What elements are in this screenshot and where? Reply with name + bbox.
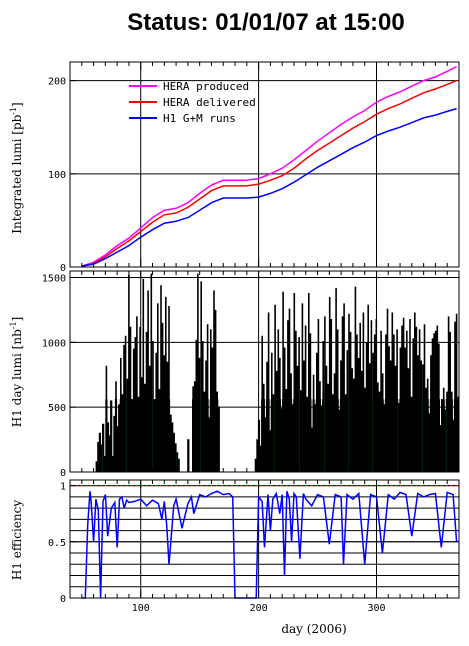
efficiency-line xyxy=(81,490,458,599)
legend: HERA produced HERA delivered H1 G+M runs xyxy=(129,80,256,125)
panel-daily-lumi: 0 500 1000 1500 H1 day lumi [nb-1] xyxy=(9,270,460,479)
y-tick-label: 0 xyxy=(60,594,66,605)
y-tick-label: 100 xyxy=(48,170,66,181)
ylabel-daily: H1 day lumi [nb-1] xyxy=(9,317,24,428)
frame-integrated xyxy=(69,61,460,268)
legend-label-0: HERA produced xyxy=(163,80,249,93)
y-tick-label: 0.5 xyxy=(48,538,66,549)
y-tick-label: 200 xyxy=(48,77,66,88)
series-line-2 xyxy=(81,107,457,267)
ylabel-daily-sup: -1 xyxy=(9,321,18,329)
grid-integrated xyxy=(70,62,459,268)
x-axis-label: day (2006) xyxy=(281,622,346,636)
chart-title: Status: 01/01/07 at 15:00 xyxy=(127,9,405,36)
daily-bars xyxy=(95,273,459,472)
legend-label-1: HERA delivered xyxy=(163,96,256,109)
series-integrated xyxy=(81,66,457,267)
ylabel-daily-end: ] xyxy=(10,317,24,322)
ylabel-integrated-main: Integrated lumi [pb xyxy=(10,114,24,233)
series-line-1 xyxy=(81,79,457,267)
panel-efficiency: 0 0.5 1 100 200 300 H1 efficiency xyxy=(10,479,460,614)
ticks-efficiency: 0 0.5 1 100 200 300 xyxy=(48,480,460,614)
legend-label-2: H1 G+M runs xyxy=(163,112,236,125)
ylabel-daily-main: H1 day lumi [nb xyxy=(10,329,24,427)
frame-efficiency xyxy=(69,479,460,599)
y-tick-label: 1 xyxy=(60,482,66,493)
y-tick-label: 0 xyxy=(60,468,66,479)
ylabel-integrated-sup: -1 xyxy=(9,107,18,115)
y-tick-label: 1000 xyxy=(42,338,66,349)
x-tick-label: 100 xyxy=(132,603,150,614)
ylabel-integrated: Integrated lumi [pb-1] xyxy=(9,102,24,234)
frame-daily xyxy=(69,270,460,473)
ylabel-integrated-end: ] xyxy=(10,102,24,107)
ticks-integrated: 0 100 200 xyxy=(48,62,460,274)
ylabel-efficiency: H1 efficiency xyxy=(10,500,24,580)
series-line-0 xyxy=(81,66,457,267)
y-tick-label: 0 xyxy=(60,263,66,274)
y-tick-label: 1500 xyxy=(42,273,66,284)
panel-integrated-lumi: 0 100 200 HERA produced HERA delivered H1 G+… xyxy=(9,61,460,274)
x-tick-label: 200 xyxy=(250,603,268,614)
y-tick-label: 500 xyxy=(48,403,66,414)
x-tick-label: 300 xyxy=(367,603,385,614)
ticks-daily: 0 500 1000 1500 xyxy=(42,271,460,479)
